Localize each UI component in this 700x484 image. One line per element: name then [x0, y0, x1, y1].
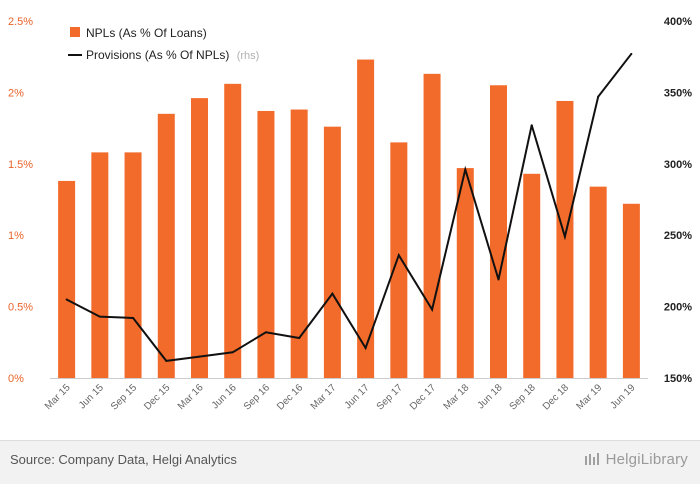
x-axis-ticks: Mar 15 Jun 15 Sep 15 Dec 15 Mar 16 Jun 16 Sep …	[43, 382, 638, 413]
point-provisions	[231, 351, 234, 354]
y-left-tick-label: 0%	[8, 373, 24, 385]
y-right-tick-label: 200%	[664, 302, 692, 314]
x-tick-label: Sep 16	[242, 382, 272, 412]
legend-label-provisions-group: Provisions (As % Of NPLs) (rhs)	[86, 48, 259, 62]
source-text: Source: Company Data, Helgi Analytics	[10, 452, 237, 467]
bar-npls	[622, 203, 640, 378]
x-tick-label: Jun 15	[77, 382, 106, 411]
y-left-tick-label: 1%	[8, 230, 24, 242]
brand-name: HelgiLibrary	[605, 451, 688, 468]
point-provisions	[464, 168, 467, 171]
axes: 0% 0.5% 1% 1.5% 2% 2.5% 150% 200% 250% 300% 350% 40…	[8, 16, 692, 385]
point-provisions	[331, 292, 334, 295]
x-tick-label: Dec 15	[142, 382, 172, 412]
y-right-tick-label: 350%	[664, 87, 692, 99]
bar-npls	[589, 186, 607, 378]
legend-swatch-npls	[70, 27, 80, 37]
provisions-line	[65, 52, 633, 362]
x-tick-label: Jun 19	[608, 382, 637, 411]
line-provisions	[66, 53, 633, 362]
bar-npls	[191, 98, 208, 378]
bar-npls	[290, 109, 308, 378]
y-right-tick-label: 150%	[664, 373, 692, 385]
y-right-tick-label: 300%	[664, 159, 692, 171]
x-tick-label: Mar 18	[442, 382, 472, 412]
bar-npls	[91, 152, 109, 378]
point-provisions	[132, 317, 135, 320]
point-provisions	[397, 254, 400, 257]
x-tick-label: Sep 17	[375, 382, 405, 412]
legend-label-provisions: Provisions (As % Of NPLs)	[86, 48, 229, 62]
bar-npls	[257, 110, 275, 379]
footer: Source: Company Data, Helgi Analytics He…	[0, 440, 700, 484]
x-tick-label: Dec 17	[408, 382, 438, 412]
library-icon	[584, 453, 599, 465]
y-right-tick-label: 250%	[664, 230, 692, 242]
point-provisions	[364, 347, 367, 350]
x-tick-label: Jun 16	[210, 382, 239, 411]
x-tick-label: Mar 19	[575, 382, 605, 412]
bar-npls	[523, 173, 541, 378]
x-tick-label: Jun 18	[476, 382, 505, 411]
x-tick-label: Dec 18	[541, 382, 571, 412]
x-tick-label: Jun 17	[343, 382, 372, 411]
bar-npls	[390, 142, 408, 378]
brand-logo[interactable]: HelgiLibrary	[584, 451, 688, 468]
point-provisions	[298, 337, 301, 340]
x-tick-label: Sep 15	[109, 382, 139, 412]
y-left-tick-label: 0.5%	[8, 302, 33, 314]
point-provisions	[431, 308, 434, 311]
bar-npls	[357, 59, 375, 378]
y-left-tick-label: 2.5%	[8, 16, 33, 28]
point-provisions	[165, 359, 168, 362]
bar-npls	[490, 85, 507, 378]
y-right-tick-label: 400%	[664, 16, 692, 28]
point-provisions	[65, 298, 68, 301]
x-tick-label: Mar 15	[43, 382, 73, 412]
point-provisions	[264, 331, 267, 334]
x-tick-label: Mar 17	[309, 382, 339, 412]
legend: NPLs (As % Of Loans) Provisions (As % Of…	[68, 26, 259, 62]
point-provisions	[198, 355, 201, 358]
y-left-tick-label: 1.5%	[8, 159, 33, 171]
bar-npls	[224, 83, 242, 378]
bar-npls	[157, 113, 175, 378]
bar-npls	[58, 180, 76, 378]
point-provisions	[98, 315, 101, 318]
legend-note-rhs: (rhs)	[237, 50, 260, 62]
bar-npls	[124, 152, 142, 378]
bar-npls	[323, 126, 341, 378]
point-provisions	[563, 235, 566, 238]
legend-label-npls: NPLs (As % Of Loans)	[86, 26, 207, 40]
point-provisions	[497, 278, 500, 281]
point-provisions	[630, 52, 633, 55]
chart: 0% 0.5% 1% 1.5% 2% 2.5% 150% 200% 250% 300% 350% 40…	[8, 16, 692, 413]
bar-npls	[423, 73, 441, 378]
y-left-tick-label: 2%	[8, 87, 24, 99]
bars	[58, 59, 640, 379]
point-provisions	[597, 95, 600, 98]
x-tick-label: Dec 16	[275, 382, 305, 412]
x-tick-label: Mar 16	[176, 382, 206, 412]
bar-npls	[456, 168, 474, 378]
x-tick-label: Sep 18	[508, 382, 538, 412]
point-provisions	[530, 124, 533, 127]
